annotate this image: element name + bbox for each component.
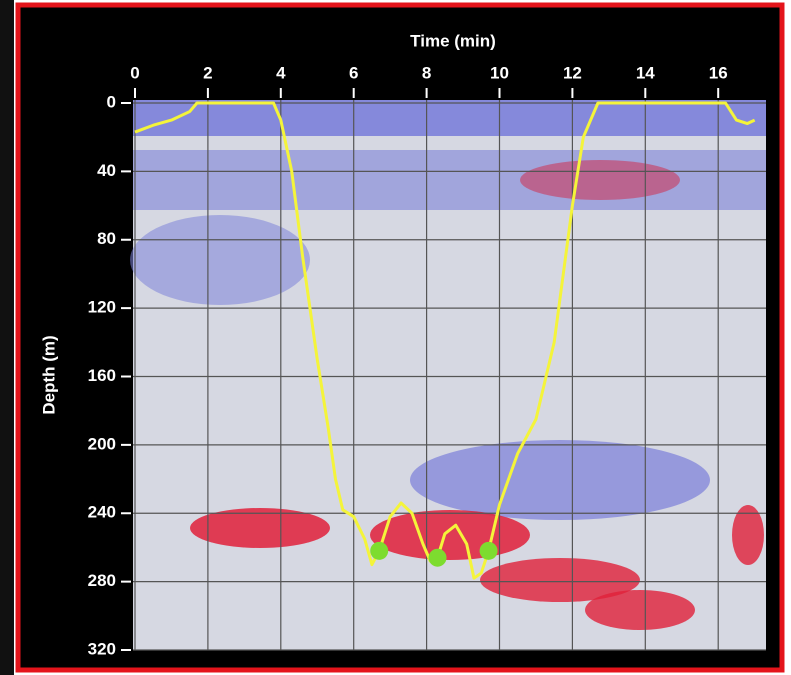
- x-tick-label: 14: [636, 63, 655, 82]
- y-tick-label: 160: [88, 366, 116, 385]
- x-tick-label: 4: [276, 63, 286, 82]
- x-tick-label: 10: [490, 63, 509, 82]
- y-tick-label: 240: [88, 503, 116, 522]
- y-tick-label: 120: [88, 298, 116, 317]
- x-tick-label: 6: [349, 63, 358, 82]
- dive-point: [428, 548, 447, 567]
- y-axis-label: Depth (m): [39, 335, 58, 414]
- x-tick-label: 12: [563, 63, 582, 82]
- dive-point: [370, 541, 389, 560]
- dive-profile: [134, 101, 756, 580]
- y-tick-label: 280: [88, 571, 116, 590]
- y-tick-label: 320: [88, 639, 116, 658]
- x-tick-label: 0: [130, 63, 139, 82]
- dive-point: [479, 541, 498, 560]
- left-strip: [0, 0, 14, 675]
- y-tick-label: 80: [97, 229, 116, 248]
- x-tick-label: 2: [203, 63, 212, 82]
- y-tick-label: 0: [107, 92, 116, 111]
- y-tick-label: 40: [97, 161, 116, 180]
- echogram: [130, 100, 766, 650]
- x-tick-label: 8: [422, 63, 431, 82]
- x-axis-label: Time (min): [410, 31, 496, 50]
- y-tick-label: 200: [88, 434, 116, 453]
- x-tick-label: 16: [709, 63, 728, 82]
